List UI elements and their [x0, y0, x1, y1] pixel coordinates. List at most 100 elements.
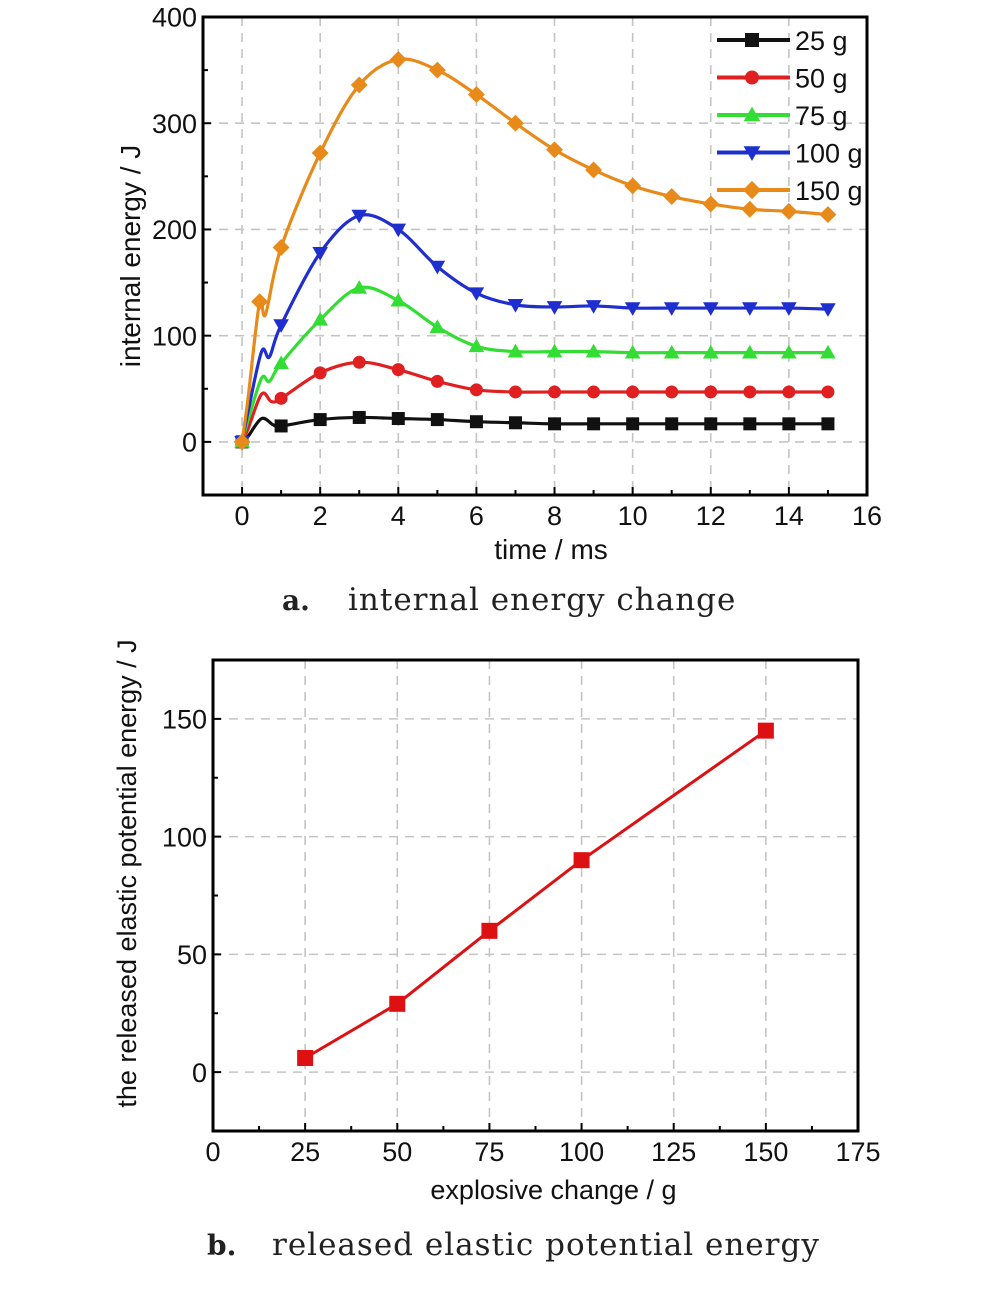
a-data-point	[468, 287, 485, 301]
a-data-point	[313, 413, 327, 427]
a-series-75g	[234, 280, 836, 448]
a-data-point	[312, 246, 328, 261]
a-data-point	[704, 417, 718, 431]
a-data-point	[626, 417, 640, 431]
a-legend-label: 150 g	[795, 176, 863, 206]
a-y-tick-label: 100	[152, 321, 197, 351]
a-data-point	[274, 419, 288, 433]
a-series-50g	[235, 355, 835, 449]
a-data-point	[469, 415, 483, 429]
a-y-tick-label: 0	[182, 428, 197, 458]
a-data-point	[390, 223, 407, 238]
a-data-point	[741, 200, 759, 218]
b-x-tick-label: 50	[382, 1137, 412, 1167]
chart-elastic-energy: 0 25 50 75 100 125 150 175 0 50 100 150 explosive ch…	[112, 639, 881, 1205]
a-data-point	[430, 374, 444, 388]
a-data-point	[624, 344, 641, 359]
chart-b-caption: released elastic potential energy	[272, 1227, 820, 1263]
a-series-line	[240, 360, 828, 443]
a-data-point	[507, 114, 524, 132]
a-series-150g	[233, 51, 837, 451]
a-data-point	[782, 417, 796, 431]
a-legend-marker	[742, 180, 762, 200]
a-data-point	[665, 385, 679, 399]
b-data-point	[297, 1049, 314, 1066]
a-data-point	[351, 280, 368, 294]
b-y-tick-label: 150	[162, 705, 207, 735]
a-x-tick-label: 8	[547, 501, 562, 531]
a-data-point	[352, 355, 366, 369]
a-data-point	[585, 300, 602, 314]
a-x-tick-label: 10	[618, 501, 648, 531]
a-y-tick-label: 400	[152, 3, 197, 33]
b-y-tick-label: 0	[192, 1058, 207, 1088]
a-data-point	[624, 177, 642, 195]
a-data-point	[389, 51, 407, 68]
a-data-point	[781, 344, 797, 359]
a-legend-label: 75 g	[795, 101, 848, 131]
b-x-tick-label: 100	[559, 1137, 604, 1167]
a-data-point	[429, 260, 446, 275]
a-data-point	[663, 344, 680, 359]
b-x-tick-label: 125	[651, 1137, 696, 1167]
a-x-axis-label: time / ms	[494, 534, 608, 565]
b-series-line	[304, 729, 767, 1060]
a-data-point	[272, 239, 290, 256]
chart-a-caption: internal energy change	[348, 582, 736, 618]
chart-internal-energy: 0 2 4 6 8 10 12 14 16 0 100 200 300 400 time / ms inter…	[115, 3, 882, 565]
a-legend-marker	[745, 33, 759, 47]
a-data-point	[702, 344, 719, 359]
a-data-point	[820, 303, 836, 317]
a-ticks: 0 2 4 6 8 10 12 14 16 0 100 200 300 400	[152, 3, 882, 531]
a-data-point	[742, 302, 758, 316]
a-x-tick-label: 0	[235, 501, 250, 531]
a-data-point	[507, 343, 524, 358]
b-x-tick-label: 150	[743, 1137, 788, 1167]
a-data-point	[665, 417, 679, 431]
a-data-point	[274, 391, 288, 405]
a-data-point	[311, 144, 329, 162]
b-y-axis-label: the released elastic potential energy / …	[112, 639, 142, 1107]
a-data-point	[546, 141, 563, 159]
b-x-axis-label: explosive change / g	[430, 1175, 676, 1205]
a-data-point	[780, 202, 798, 220]
a-data-point	[821, 417, 835, 431]
a-data-point	[624, 302, 641, 316]
b-ticks: 0 25 50 75 100 125 150 175 0 50 100 150	[162, 705, 881, 1167]
b-x-tick-label: 175	[835, 1137, 880, 1167]
a-data-point	[507, 299, 524, 313]
a-data-point	[743, 417, 757, 431]
a-data-point	[273, 319, 289, 333]
a-data-point	[430, 413, 444, 427]
a-data-point	[508, 385, 522, 399]
a-data-point	[546, 343, 563, 358]
a-y-axis-label: internal energy / J	[115, 145, 146, 368]
a-y-tick-label: 300	[152, 109, 197, 139]
chart-a-caption-letter: a.	[282, 584, 310, 617]
a-x-tick-label: 6	[469, 501, 484, 531]
a-data-point	[585, 161, 603, 179]
a-data-point	[469, 383, 483, 397]
a-data-point	[781, 302, 797, 316]
b-data-point	[757, 722, 774, 739]
a-data-point	[273, 355, 289, 370]
a-data-point	[233, 433, 251, 451]
a-data-point	[546, 301, 563, 315]
a-data-point	[251, 293, 269, 311]
a-data-point	[702, 302, 719, 316]
chart-b-caption-letter: b.	[207, 1229, 236, 1262]
a-data-point	[390, 292, 407, 307]
a-x-tick-label: 4	[391, 501, 406, 531]
a-series-line	[240, 415, 828, 444]
b-x-tick-label: 75	[474, 1137, 504, 1167]
a-x-tick-label: 16	[852, 501, 882, 531]
a-data-point	[548, 385, 562, 399]
a-data-point	[587, 385, 601, 399]
a-data-point	[468, 338, 485, 353]
a-data-point	[351, 209, 368, 224]
a-legend-label: 100 g	[795, 139, 863, 169]
a-legend-marker	[745, 70, 759, 85]
a-data-point	[313, 366, 327, 380]
a-legend-marker	[743, 146, 761, 161]
a-data-point	[782, 385, 796, 399]
